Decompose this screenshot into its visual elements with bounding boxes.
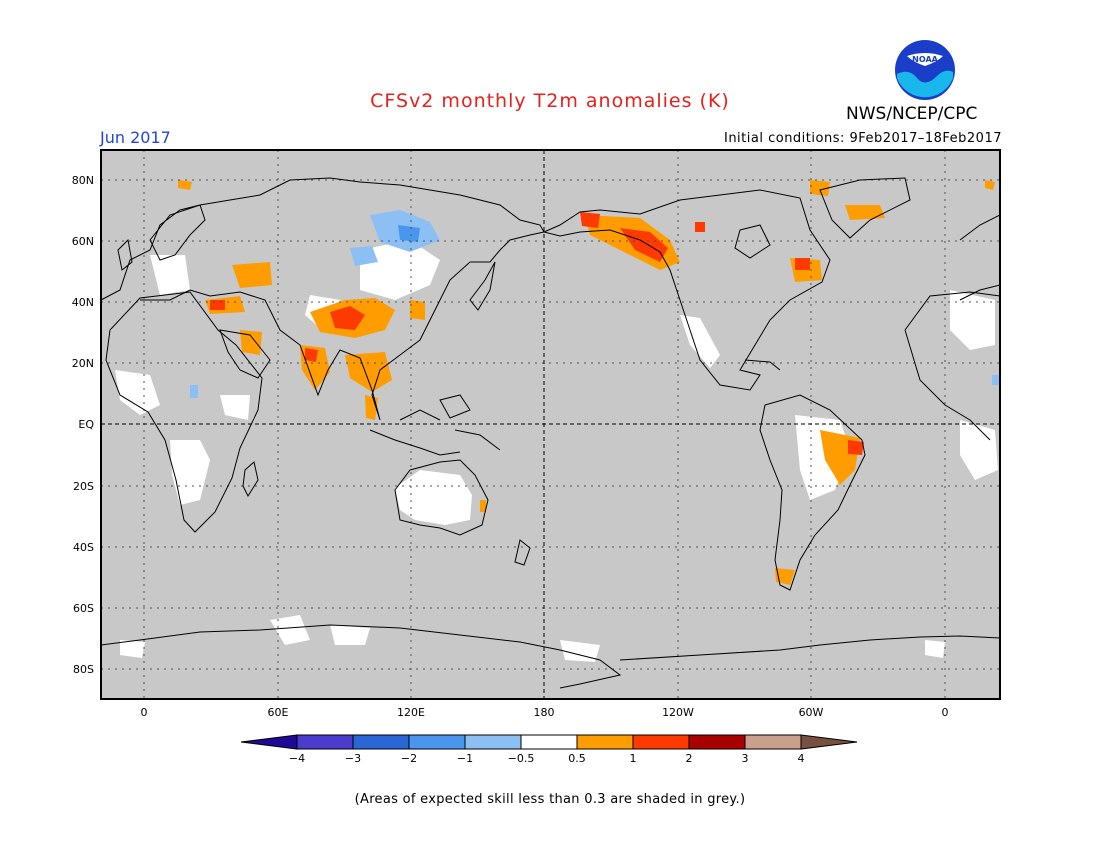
legend-tick-label: −1 bbox=[457, 752, 473, 765]
initial-conditions-label: Initial conditions: 9Feb2017–18Feb2017 bbox=[723, 131, 1002, 146]
legend-tick-label: −2 bbox=[401, 752, 417, 765]
noaa-logo: NOAA bbox=[895, 40, 955, 100]
coastlines bbox=[101, 177, 1000, 689]
lon-label: 60E bbox=[268, 706, 289, 719]
lat-label: 60N bbox=[72, 235, 94, 248]
lat-label: 20N bbox=[72, 357, 94, 370]
legend-tick-label: 4 bbox=[798, 752, 805, 765]
lat-label: 20S bbox=[73, 480, 94, 493]
legend-tick-label: 1 bbox=[630, 752, 637, 765]
legend-tick-label: 3 bbox=[742, 752, 749, 765]
longitude-labels: 0 60E 120E 180 120W 60W 0 bbox=[141, 706, 949, 719]
noaa-logo-text: NOAA bbox=[912, 55, 938, 64]
lon-label: 60W bbox=[799, 706, 824, 719]
agency-label: NWS/NCEP/CPC bbox=[846, 104, 978, 124]
lat-label: 60S bbox=[73, 602, 94, 615]
noaa-logo-bird bbox=[907, 53, 943, 66]
legend-tick-label: 2 bbox=[686, 752, 693, 765]
legend-arrow-high bbox=[800, 734, 858, 750]
lon-label: 120W bbox=[662, 706, 694, 719]
graticule bbox=[101, 150, 1000, 699]
legend-swatch bbox=[408, 734, 466, 750]
legend-swatch bbox=[352, 734, 410, 750]
forecast-month-label: Jun 2017 bbox=[100, 128, 171, 147]
lat-label: 80N bbox=[72, 174, 94, 187]
legend-swatch bbox=[688, 734, 746, 750]
lon-label: 0 bbox=[942, 706, 949, 719]
lat-label: 40N bbox=[72, 296, 94, 309]
strong-warm-anomaly-areas bbox=[210, 212, 864, 455]
latitude-labels: 80N 60N 40N 20N EQ 20S 40S 60S 80S bbox=[72, 174, 95, 676]
lat-label: 80S bbox=[73, 663, 94, 676]
legend-swatch bbox=[576, 734, 634, 750]
legend-tick-label: −3 bbox=[345, 752, 361, 765]
noaa-logo-wave bbox=[897, 70, 953, 98]
map-title: CFSv2 monthly T2m anomalies (K) bbox=[370, 90, 730, 112]
footnote: (Areas of expected skill less than 0.3 a… bbox=[354, 792, 746, 807]
lon-label: 120E bbox=[397, 706, 425, 719]
cold-anomaly-areas bbox=[190, 210, 999, 398]
legend-tick-label: −0.5 bbox=[508, 752, 535, 765]
lat-label: EQ bbox=[78, 418, 94, 431]
near-normal-areas bbox=[115, 240, 998, 662]
legend-swatch bbox=[464, 734, 522, 750]
legend-tick-label: −4 bbox=[289, 752, 305, 765]
map-frame bbox=[100, 149, 1001, 700]
legend-swatch bbox=[744, 734, 802, 750]
legend-swatch bbox=[520, 734, 578, 750]
color-legend: −4 −3 −2 −1 −0.5 0.5 1 2 3 4 bbox=[240, 734, 858, 765]
lon-label: 180 bbox=[534, 706, 555, 719]
legend-tick-label: 0.5 bbox=[568, 752, 586, 765]
lon-label: 0 bbox=[141, 706, 148, 719]
legend-swatch bbox=[296, 734, 354, 750]
legend-arrow-low bbox=[240, 734, 298, 750]
legend-swatch bbox=[632, 734, 690, 750]
lat-label: 40S bbox=[73, 541, 94, 554]
